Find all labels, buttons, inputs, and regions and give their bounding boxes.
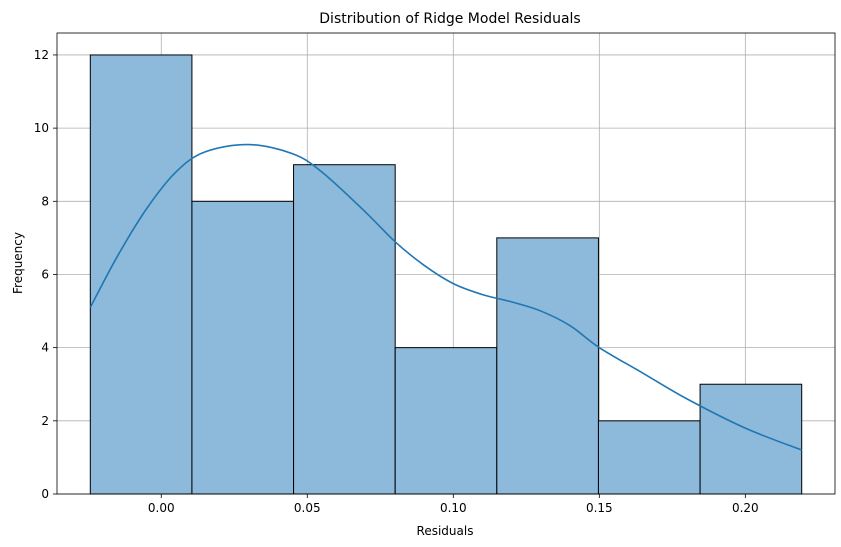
histogram-bar-2 (293, 164, 396, 495)
y-tick-label-6: 12 (34, 48, 49, 62)
x-tick-label-0: 0.00 (148, 501, 175, 515)
x-axis-label: Residuals (417, 524, 474, 538)
y-tick-label-2: 4 (41, 341, 49, 355)
histogram-bar-4 (496, 237, 599, 495)
plot-frame (56, 32, 836, 495)
y-axis-label: Frequency (11, 232, 25, 294)
x-tick-label-4: 0.20 (732, 501, 759, 515)
histogram-bar-0 (89, 54, 193, 495)
x-tick-label-1: 0.05 (294, 501, 321, 515)
x-tick-label-2: 0.10 (440, 501, 467, 515)
y-tick-label-0: 0 (41, 487, 49, 501)
chart-title: Distribution of Ridge Model Residuals (319, 11, 580, 27)
y-tick-label-1: 2 (41, 414, 49, 428)
histogram-bar-5 (597, 420, 701, 495)
kde-curve-group (89, 143, 802, 451)
histogram-bar-1 (191, 200, 295, 495)
y-tick-label-3: 6 (41, 267, 49, 281)
y-tick-label-4: 8 (41, 194, 49, 208)
histogram-bar-6 (699, 383, 803, 495)
x-tick-label-3: 0.15 (586, 501, 613, 515)
histogram-bar-3 (394, 347, 498, 495)
x-axis-ticks: 0.00 0.05 0.10 0.15 0.20 (148, 494, 759, 515)
kde-curve (89, 143, 802, 451)
y-tick-label-5: 10 (34, 121, 49, 135)
y-axis-ticks: 0 2 4 6 8 10 12 (34, 48, 57, 501)
